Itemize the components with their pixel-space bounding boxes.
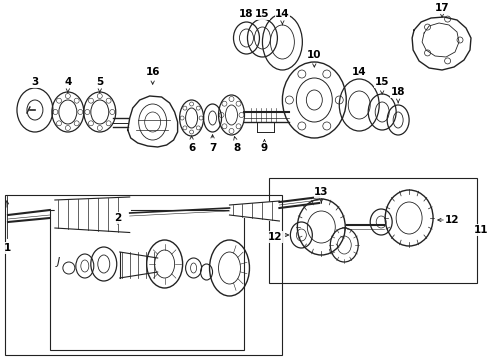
Text: 3: 3 bbox=[31, 77, 39, 87]
Text: 17: 17 bbox=[435, 3, 449, 13]
Text: 18: 18 bbox=[391, 87, 405, 97]
Text: 14: 14 bbox=[352, 67, 367, 77]
Text: J: J bbox=[57, 257, 60, 267]
Text: 18: 18 bbox=[239, 9, 254, 19]
Bar bbox=[270, 178, 477, 283]
Text: 10: 10 bbox=[307, 50, 321, 60]
Text: 9: 9 bbox=[261, 143, 268, 153]
Text: 7: 7 bbox=[209, 143, 216, 153]
Text: 11: 11 bbox=[474, 225, 488, 235]
Text: 1: 1 bbox=[3, 243, 11, 253]
Text: 15: 15 bbox=[375, 77, 390, 87]
Bar bbox=[50, 210, 245, 350]
Text: 14: 14 bbox=[275, 9, 290, 19]
Text: 16: 16 bbox=[146, 67, 160, 77]
Text: 12: 12 bbox=[445, 215, 459, 225]
Text: 6: 6 bbox=[188, 143, 195, 153]
Text: 12: 12 bbox=[268, 232, 283, 242]
Text: 15: 15 bbox=[255, 9, 270, 19]
Text: 5: 5 bbox=[96, 77, 103, 87]
Text: 8: 8 bbox=[234, 143, 241, 153]
Text: 13: 13 bbox=[314, 187, 329, 197]
Text: 4: 4 bbox=[64, 77, 72, 87]
Text: 2: 2 bbox=[114, 213, 122, 223]
Bar bbox=[5, 195, 282, 355]
